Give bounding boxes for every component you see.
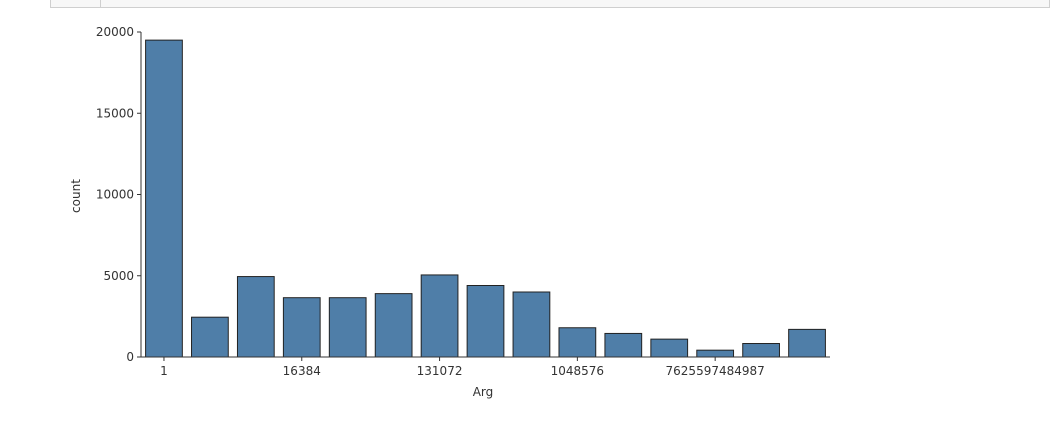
y-tick-label: 5000 [103, 269, 134, 283]
bar-13 [742, 343, 780, 358]
bar-3 [282, 297, 321, 358]
y-tick-label: 10000 [96, 188, 134, 202]
x-tick-label: 1048576 [551, 364, 604, 378]
bar-9 [558, 327, 597, 358]
bar-12 [696, 349, 735, 358]
bar-14 [788, 328, 826, 358]
x-axis-label: Arg [473, 385, 494, 399]
bars-group [145, 39, 826, 358]
bar-7 [466, 285, 505, 358]
bar-8 [512, 291, 551, 358]
y-axis-ticks: 0 5000 10000 15000 20000 [96, 25, 141, 364]
bar-11 [650, 338, 689, 358]
bar-1 [191, 316, 229, 358]
x-tick-label: 1 [160, 364, 168, 378]
y-tick-label: 20000 [96, 25, 134, 39]
bar-5 [374, 293, 413, 358]
bar-0 [145, 39, 183, 358]
x-tick-label: 131072 [417, 364, 463, 378]
x-tick-label: 7625597484987 [666, 364, 765, 378]
y-axis-label: count [69, 179, 83, 213]
x-tick-label: 16384 [283, 364, 321, 378]
bar-2 [236, 276, 275, 358]
bar-4 [328, 297, 367, 358]
y-tick-label: 0 [126, 350, 134, 364]
y-tick-label: 15000 [96, 106, 134, 120]
bar-10 [604, 332, 643, 358]
bar-6 [420, 274, 459, 358]
x-axis-ticks: 1 16384 131072 1048576 7625597484987 [160, 357, 765, 378]
cell-prompt-gutter [51, 0, 101, 8]
